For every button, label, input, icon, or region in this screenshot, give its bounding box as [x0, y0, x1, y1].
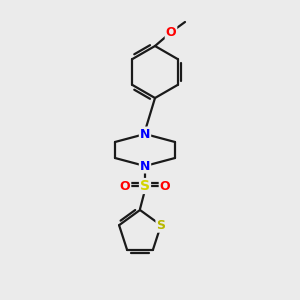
Text: O: O	[120, 179, 130, 193]
Text: N: N	[140, 128, 150, 140]
Text: O: O	[160, 179, 170, 193]
Text: O: O	[166, 26, 176, 38]
Text: S: S	[156, 219, 165, 232]
Text: S: S	[140, 179, 150, 193]
Text: N: N	[140, 160, 150, 172]
